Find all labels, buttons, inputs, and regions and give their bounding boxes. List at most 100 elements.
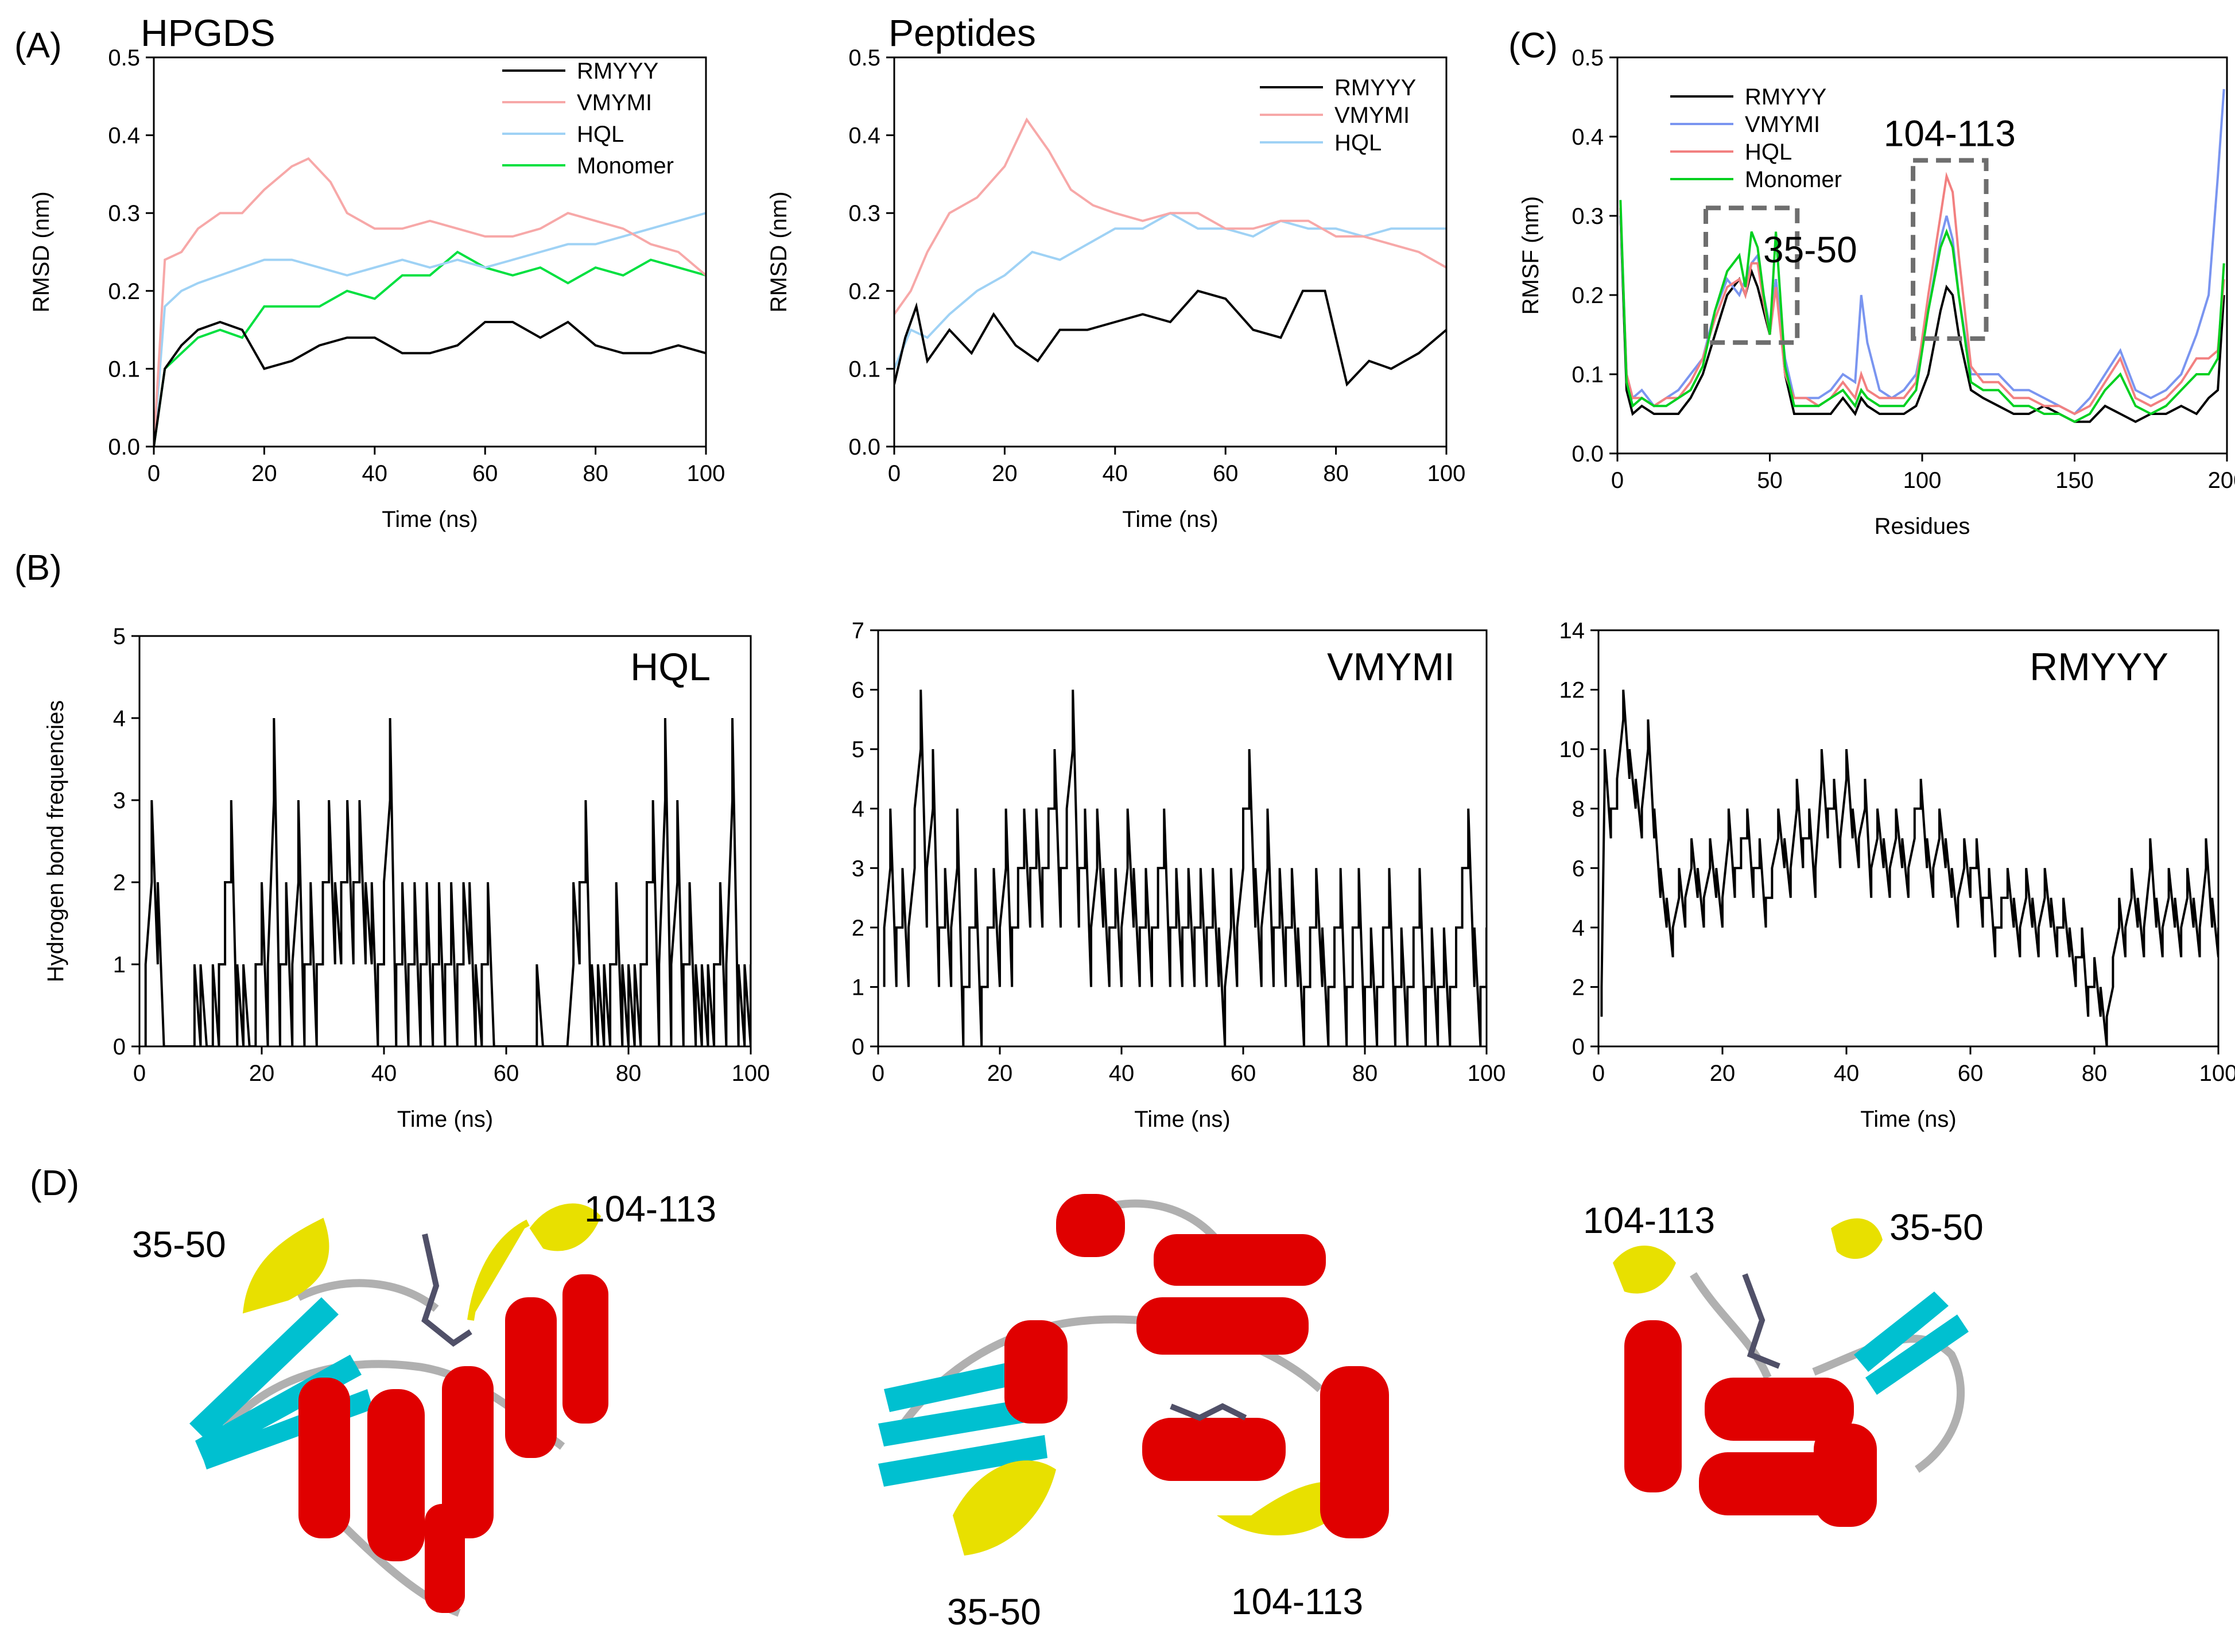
plot-frame — [153, 56, 707, 448]
y-tick-label: 0.4 — [848, 123, 880, 149]
y-tick-label: 0 — [1572, 1034, 1585, 1060]
plot-frame — [877, 629, 1488, 1048]
x-axis-label: Time (ns) — [1134, 1107, 1230, 1132]
y-tick-label: 0.2 — [108, 279, 140, 304]
series-line-rmyyy — [1619, 215, 2225, 424]
y-tick-label: 0.5 — [108, 45, 140, 71]
y-tick-label: 5 — [113, 624, 126, 649]
helices — [1004, 1194, 1389, 1538]
region-label: 104-113 — [1583, 1200, 1715, 1241]
chart-b3: 0 20 40 60 80 100 0 2 4 6 8 10 12 14 Time (ns) RMYYY — [1559, 618, 2235, 1132]
chart-title: VMYMI — [1327, 645, 1455, 689]
x-tick-label: 60 — [1213, 461, 1239, 486]
y-axis-label: RMSF (nm) — [1518, 196, 1543, 315]
legend-label: RMYYY — [1334, 75, 1416, 100]
structure-2: 35-50 104-113 — [878, 1194, 1389, 1632]
series-line-vmymi — [154, 157, 706, 447]
plot-frame — [138, 635, 752, 1048]
x-tick-label: 100 — [732, 1061, 770, 1086]
y-tick-label: 4 — [852, 797, 864, 822]
x-tick-label: 20 — [992, 461, 1018, 486]
x-tick-label: 50 — [1757, 468, 1783, 493]
chart-title: HPGDS — [141, 11, 276, 54]
x-tick-label: 0 — [888, 461, 901, 486]
legend-label: HQL — [577, 122, 624, 147]
y-tick-label: 0.3 — [1572, 204, 1604, 229]
y-tick-label: 0.4 — [1572, 125, 1604, 150]
legend-label: VMYMI — [1745, 112, 1820, 137]
x-tick-label: 40 — [371, 1061, 397, 1086]
region-label: 35-50 — [947, 1591, 1041, 1632]
series-line-monomer — [1619, 200, 2225, 424]
structure-1: 35-50 104-113 — [132, 1188, 716, 1617]
y-tick-label: 0.4 — [108, 123, 140, 149]
region — [953, 1460, 1355, 1556]
legend-label: VMYMI — [577, 90, 652, 115]
y-tick-label: 10 — [1559, 737, 1585, 762]
helices — [1624, 1320, 1877, 1527]
region-label: 104-113 — [1231, 1581, 1363, 1622]
x-tick-label: 80 — [2082, 1061, 2108, 1086]
y-axis-label: RMSD (nm) — [29, 191, 54, 312]
y-tick-label: 14 — [1559, 618, 1585, 643]
y-axis-label: Hydrogen bond frequencies — [43, 700, 68, 982]
series-line-rmyyy — [894, 289, 1446, 387]
x-tick-label: 60 — [472, 461, 498, 486]
structure-3: 104-113 35-50 — [1583, 1200, 1984, 1527]
ligand — [1170, 1403, 1247, 1421]
series-line-hbond — [883, 689, 1487, 1046]
legend-label: VMYMI — [1334, 103, 1410, 128]
series-line-hbond — [144, 718, 751, 1046]
legend-label: HQL — [1334, 130, 1382, 156]
x-tick-label: 0 — [872, 1061, 884, 1086]
y-tick-label: 0.1 — [1572, 362, 1604, 387]
y-tick-label: 0 — [113, 1034, 126, 1060]
region-label: 104-113 — [584, 1188, 716, 1230]
ligand — [421, 1233, 472, 1347]
y-tick-label: 2 — [852, 916, 864, 941]
y-tick-label: 6 — [852, 678, 864, 703]
y-tick-label: 0.1 — [848, 356, 880, 382]
series-line-hql — [1619, 172, 2225, 416]
y-tick-label: 5 — [852, 737, 864, 762]
x-tick-label: 40 — [1109, 1061, 1135, 1086]
series-line-vmymi — [894, 117, 1446, 315]
y-tick-label: 0 — [852, 1034, 864, 1060]
x-axis-label: Time (ns) — [397, 1107, 493, 1132]
chart-a2: 0 20 40 60 80 100 0.0 0.1 0.2 0.3 0.4 0.5 Time (ns) R… — [766, 11, 1465, 532]
x-tick-label: 60 — [1958, 1061, 1984, 1086]
x-axis-label: Time (ns) — [1122, 507, 1218, 532]
x-tick-label: 0 — [133, 1061, 146, 1086]
chart-title: Peptides — [888, 11, 1036, 54]
x-tick-label: 0 — [148, 461, 160, 486]
region-label: 35-50 — [1889, 1207, 1984, 1248]
series-line-monomer — [154, 250, 706, 447]
y-tick-label: 0.5 — [1572, 45, 1604, 71]
plot-frame — [1597, 629, 2220, 1048]
x-tick-label: 20 — [251, 461, 277, 486]
y-tick-label: 0.2 — [848, 279, 880, 304]
ligand — [1742, 1273, 1780, 1369]
plot-frame — [893, 56, 1448, 448]
y-tick-label: 12 — [1559, 678, 1585, 703]
x-tick-label: 0 — [1592, 1061, 1605, 1086]
x-tick-label: 0 — [1611, 468, 1624, 493]
y-axis-label: RMSD (nm) — [766, 191, 791, 312]
legend-label: RMYYY — [1745, 84, 1826, 110]
y-tick-label: 0.1 — [108, 356, 140, 382]
y-tick-label: 2 — [113, 870, 126, 895]
panel-label-d: (D) — [30, 1164, 79, 1203]
y-tick-label: 4 — [1572, 916, 1585, 941]
y-tick-label: 7 — [852, 618, 864, 643]
chart-b1: 0 20 40 60 80 100 0 1 2 3 4 5 Time (ns) Hydrogen bond… — [43, 624, 770, 1132]
x-tick-label: 80 — [583, 461, 608, 486]
region-label: 35-50 — [132, 1224, 226, 1265]
series-line-rmyyy — [154, 320, 706, 447]
legend-label: Monomer — [577, 153, 674, 179]
chart-a1: 0 20 40 60 80 100 0.0 0.1 0.2 0.3 0.4 0.5 Time (ns) R… — [29, 11, 725, 532]
x-tick-label: 100 — [2199, 1061, 2235, 1086]
x-tick-label: 20 — [1710, 1061, 1736, 1086]
annotation-label: 35-50 — [1763, 229, 1857, 270]
